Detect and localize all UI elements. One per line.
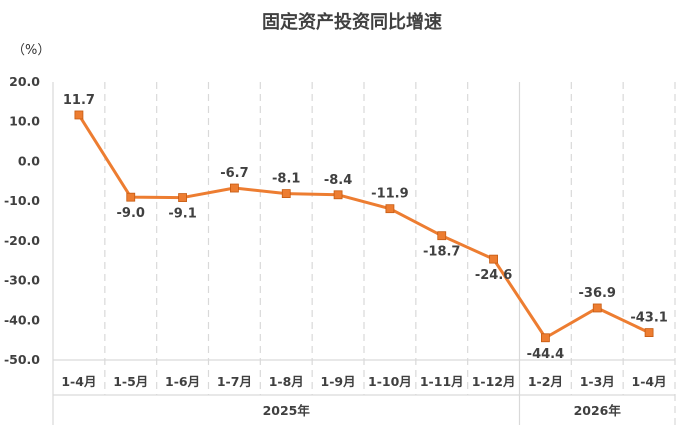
data-point-marker [178, 193, 187, 202]
y-axis-unit: （%） [12, 43, 50, 58]
x-category-label: 1-5月 [113, 374, 148, 389]
data-point-marker [489, 254, 498, 264]
y-tick-label: 10.0 [9, 114, 40, 129]
y-tick-label: -40.0 [4, 312, 40, 327]
axes [52, 82, 676, 425]
data-point-marker [437, 231, 447, 241]
x-category-label: 1-7月 [217, 374, 252, 389]
y-tick-label: -50.0 [4, 352, 40, 367]
year-group-label: 2026年 [574, 403, 622, 418]
data-point-marker [385, 204, 395, 214]
y-tick-label: 0.0 [18, 153, 40, 168]
data-point-marker [126, 192, 136, 202]
y-tick-label: -20.0 [4, 233, 40, 248]
gridlines [104, 82, 624, 425]
data-label: -8.1 [272, 172, 300, 187]
x-axis-year-groups: 2025年 2026年 [263, 403, 622, 418]
data-label: -8.4 [324, 173, 352, 188]
x-category-label: 1-12月 [472, 374, 516, 389]
data-point-marker [592, 303, 602, 313]
y-axis-ticks: 20.0 10.0 0.0 -10.0 -20.0 -30.0 -40.0 -50.0 [4, 74, 40, 367]
series-line-path [77, 114, 650, 340]
data-point-marker [541, 333, 550, 343]
data-label: -18.7 [423, 245, 460, 260]
x-category-label: 1-4月 [61, 374, 96, 389]
data-labels: 11.7 -9.0 -9.1 -6.7 -8.1 -8.4 -11.9 -18.7 -24.6 -… [63, 93, 668, 362]
data-point-marker [281, 189, 291, 198]
x-category-label: 1-3月 [580, 374, 615, 389]
x-category-label: 1-8月 [269, 374, 304, 389]
x-category-label: 1-6月 [165, 374, 200, 389]
data-point-marker [74, 110, 84, 120]
x-axis-categories: 1-4月 1-5月 1-6月 1-7月 1-8月 1-9月 1-10月 1-11月 1-12月 1… [61, 374, 666, 389]
data-label: -24.6 [475, 268, 512, 283]
data-point-marker [333, 190, 343, 200]
data-label: -9.1 [168, 207, 196, 222]
data-label: 11.7 [63, 93, 95, 108]
data-point-marker [230, 183, 239, 193]
chart-title: 固定资产投资同比增速 [262, 11, 442, 33]
x-category-label: 1-4月 [632, 374, 667, 389]
y-tick-label: -30.0 [4, 273, 40, 288]
series-markers [74, 110, 654, 343]
series-line [77, 114, 650, 340]
x-category-label: 1-2月 [528, 374, 563, 389]
data-label: -9.0 [117, 206, 145, 221]
data-label: -6.7 [220, 166, 248, 181]
y-tick-label: -10.0 [4, 193, 40, 208]
data-label: -11.9 [371, 187, 408, 202]
data-label: -36.9 [579, 286, 616, 301]
y-tick-label: 20.0 [9, 74, 40, 89]
data-label: -44.4 [527, 347, 564, 362]
x-category-label: 1-10月 [368, 374, 412, 389]
x-category-label: 1-9月 [321, 374, 356, 389]
x-category-label: 1-11月 [420, 374, 464, 389]
year-group-label: 2025年 [263, 403, 311, 418]
data-label: -43.1 [630, 311, 667, 326]
data-point-marker [644, 328, 654, 337]
